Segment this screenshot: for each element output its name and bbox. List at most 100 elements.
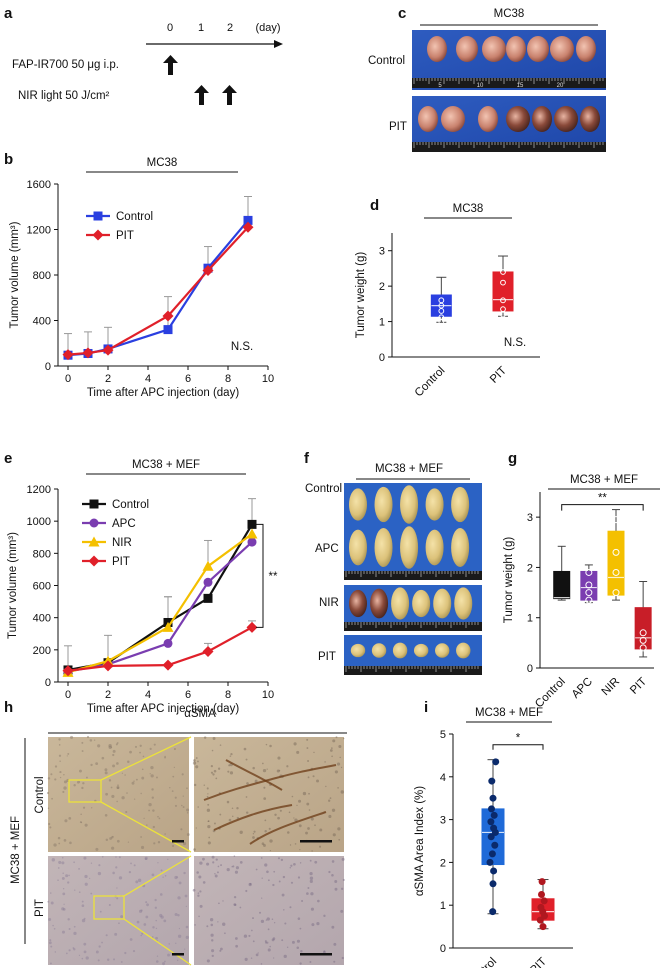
panel-letter-a: a	[4, 5, 13, 22]
tissue-speckle	[331, 925, 335, 929]
day-label-0: 0	[167, 22, 173, 34]
y-tick-label: 1200	[27, 225, 51, 237]
x-tick-label: 0	[65, 689, 71, 701]
point-apc	[247, 537, 257, 547]
tissue-speckle	[95, 762, 99, 766]
tumor	[350, 643, 366, 658]
tissue-speckle	[129, 750, 132, 754]
chart-title: MC38	[147, 157, 178, 169]
tissue-speckle	[291, 795, 294, 798]
tissue-speckle	[115, 856, 117, 858]
tissue-speckle	[331, 873, 334, 877]
tissue-speckle	[245, 758, 248, 761]
tissue-speckle	[296, 804, 298, 807]
tissue-speckle	[133, 864, 136, 867]
tissue-speckle	[309, 872, 313, 876]
tissue-speckle	[67, 918, 70, 921]
tissue-speckle	[115, 743, 118, 746]
y-tick-label: 400	[33, 613, 51, 625]
box-apc	[580, 570, 598, 601]
series-line-pit	[67, 226, 249, 356]
tissue-speckle	[316, 779, 319, 783]
tissue-speckle	[251, 929, 253, 932]
legend-marker	[89, 499, 99, 509]
x-tick-label: 8	[225, 689, 231, 701]
y-tick-label: 3	[527, 512, 533, 524]
panel-letter-h: h	[4, 699, 13, 716]
tissue-speckle	[308, 792, 310, 795]
tissue-speckle	[339, 756, 341, 759]
panel-h-group: MC38 + MEF	[10, 816, 22, 884]
tissue-speckle	[232, 865, 235, 868]
tissue-speckle	[278, 880, 281, 883]
tissue-speckle	[98, 864, 101, 867]
x-tick-label: 2	[105, 689, 111, 701]
tissue-speckle	[50, 901, 54, 905]
tissue-speckle	[58, 738, 61, 741]
scale-bar-2	[300, 840, 332, 843]
tissue-speckle	[63, 903, 65, 905]
tissue-speckle	[283, 954, 287, 959]
tissue-speckle	[116, 800, 118, 803]
tissue-speckle	[84, 823, 88, 827]
tissue-speckle	[159, 893, 163, 896]
tissue-speckle	[162, 876, 164, 878]
legend-marker	[89, 518, 99, 528]
data-point	[639, 636, 647, 644]
tissue-speckle	[341, 956, 344, 960]
light-label: NIR light 50 J/cm²	[18, 90, 110, 102]
y-axis-label: Tumor weight (g)	[355, 252, 367, 339]
tissue-speckle	[81, 900, 84, 903]
tissue-speckle	[210, 765, 213, 768]
tissue-speckle	[212, 773, 215, 776]
tissue-speckle	[83, 942, 87, 946]
tissue-speckle	[203, 736, 207, 739]
tissue-speckle	[91, 807, 93, 809]
tissue-speckle	[340, 790, 344, 794]
point-pit	[102, 660, 114, 672]
tumor-pit	[418, 106, 438, 132]
tissue-speckle	[106, 958, 110, 962]
scale-bar-3	[172, 953, 184, 956]
tissue-speckle	[74, 889, 76, 891]
significance-bracket	[492, 744, 544, 750]
tissue-speckle	[209, 918, 214, 922]
tissue-speckle	[115, 866, 118, 869]
point-pit	[246, 621, 258, 633]
tissue-speckle	[156, 955, 159, 957]
tissue-speckle	[73, 925, 76, 928]
tissue-speckle	[172, 844, 175, 848]
tissue-speckle	[79, 821, 82, 824]
annotation-ns: N.S.	[504, 337, 526, 349]
tissue-speckle	[73, 861, 75, 864]
tissue-speckle	[186, 808, 190, 812]
tissue-speckle	[140, 836, 142, 838]
data-point	[489, 794, 497, 802]
y-tick-label: 2	[527, 562, 533, 574]
tissue-speckle	[181, 804, 183, 807]
chart-i: 0 1 2 3 4 5 αSMA Area Index (%) Control PIT MC38 …	[414, 707, 573, 968]
tissue-speckle	[69, 841, 72, 845]
tissue-speckle	[296, 946, 300, 949]
tissue-speckle	[58, 744, 61, 746]
tissue-speckle	[199, 890, 202, 893]
tissue-speckle	[261, 897, 263, 899]
y-tick-label: 800	[33, 548, 51, 560]
tissue-speckle	[132, 950, 136, 953]
tissue-speckle	[177, 934, 182, 938]
tissue-speckle	[54, 778, 57, 781]
tumor	[425, 529, 444, 566]
tissue-speckle	[289, 906, 292, 909]
tissue-speckle	[167, 953, 170, 957]
tumor	[433, 588, 452, 619]
tissue-speckle	[236, 816, 240, 820]
tissue-speckle	[306, 738, 309, 741]
tissue-speckle	[185, 935, 189, 939]
tissue-speckle	[208, 836, 211, 839]
tissue-speckle	[73, 784, 76, 787]
tissue-speckle	[193, 848, 196, 851]
tissue-speckle	[125, 810, 128, 814]
tumor	[349, 529, 367, 566]
tissue-speckle	[164, 833, 166, 835]
tissue-speckle	[195, 757, 198, 759]
